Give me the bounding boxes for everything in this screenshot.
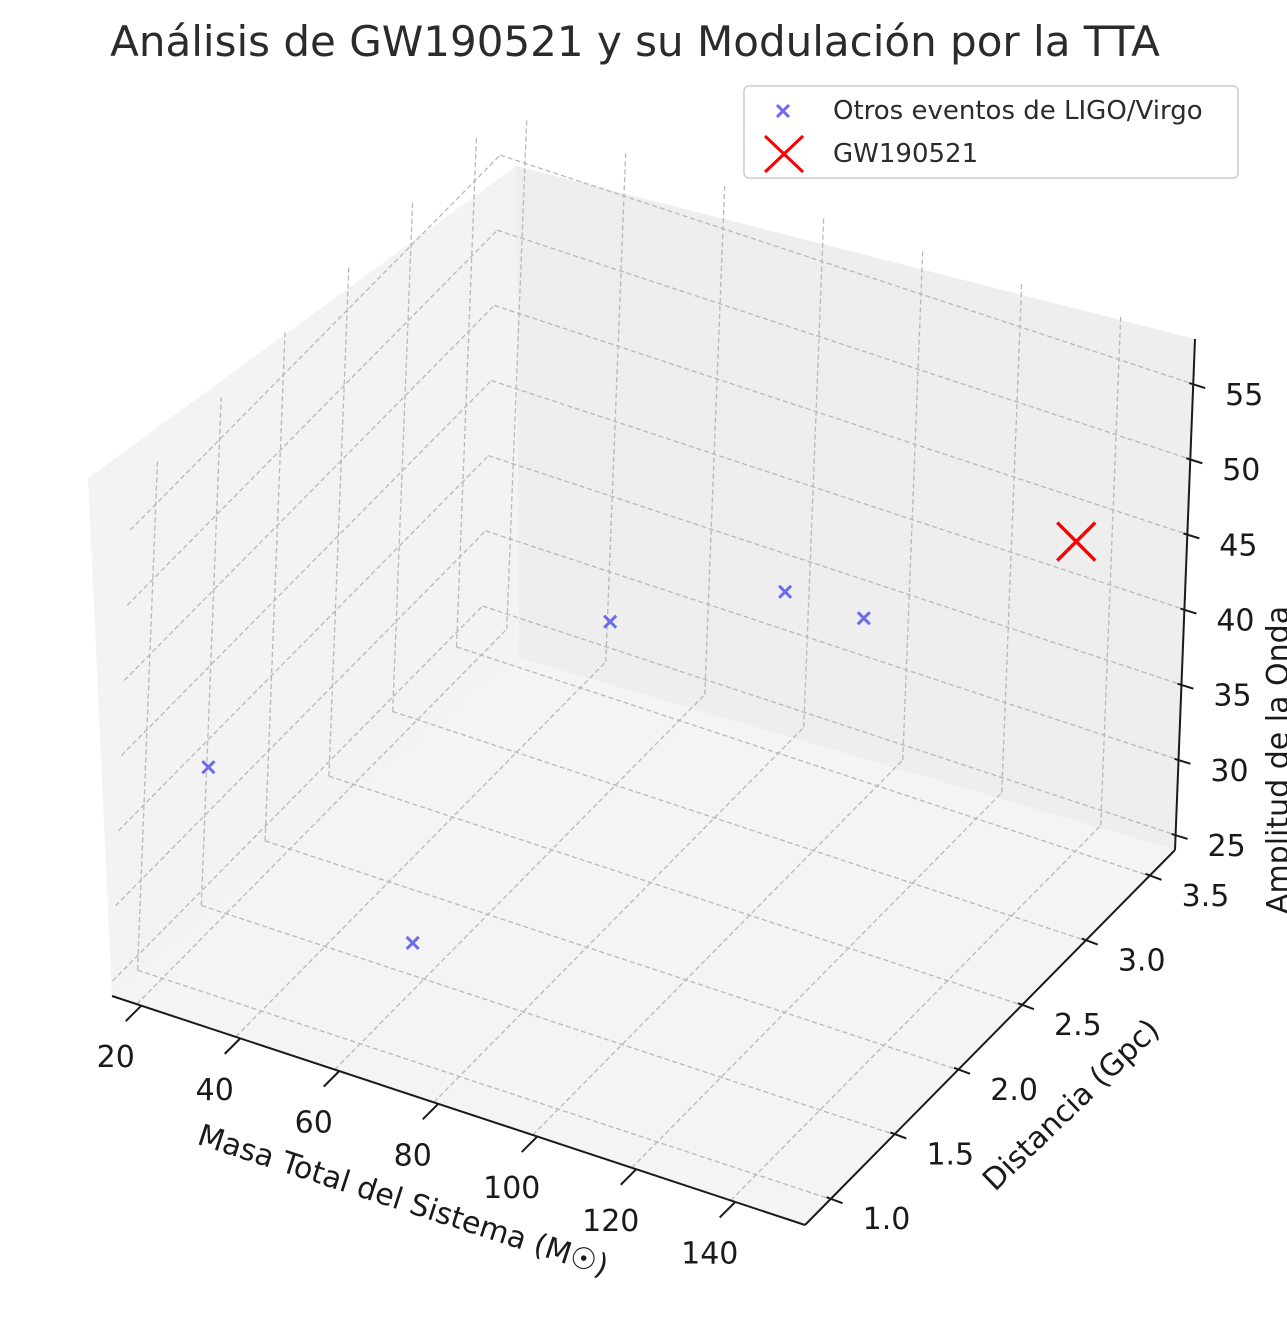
legend-marker-others bbox=[775, 103, 791, 119]
legend-label-others: Otros eventos de LIGO/Virgo bbox=[833, 96, 1203, 126]
x-tick-label: 80 bbox=[394, 1138, 432, 1173]
gridline-z-back bbox=[488, 455, 1182, 686]
y-tick-mark bbox=[889, 1131, 907, 1140]
gridline-z-back bbox=[497, 229, 1191, 460]
z-tick-label: 25 bbox=[1207, 829, 1245, 864]
z-tick-label: 35 bbox=[1213, 679, 1251, 714]
gridline-y-left bbox=[455, 135, 478, 647]
gridline-z-back bbox=[485, 530, 1179, 761]
z-tick-mark bbox=[1188, 382, 1206, 390]
gridline-y-floor bbox=[392, 710, 1086, 942]
z-tick-label: 50 bbox=[1222, 453, 1260, 488]
legend-box bbox=[743, 85, 1239, 179]
y-tick-mark bbox=[1081, 937, 1099, 946]
gridline-z-back bbox=[482, 605, 1176, 836]
gridline-y-left bbox=[200, 394, 222, 906]
point-otros-eventos bbox=[201, 760, 216, 775]
x-tick-mark bbox=[521, 1136, 538, 1153]
z-tick-mark bbox=[1180, 607, 1197, 615]
gridline-x-back bbox=[605, 150, 627, 662]
gridline-y-floor bbox=[328, 775, 1023, 1006]
gridline-y-left bbox=[392, 200, 414, 712]
gridline-x-back bbox=[704, 183, 726, 695]
gridline-z-back bbox=[491, 379, 1185, 611]
y-tick-label: 3.0 bbox=[1118, 944, 1166, 979]
gridline-x-back bbox=[1100, 314, 1122, 826]
panes bbox=[88, 166, 1195, 1225]
x-tick-label: 100 bbox=[483, 1171, 540, 1206]
z-axis-label: Amplitud de la Onda bbox=[1261, 606, 1287, 914]
y-tick-label: 1.0 bbox=[863, 1202, 911, 1237]
x-tick-mark bbox=[125, 1005, 142, 1022]
gridline-x-back bbox=[902, 249, 924, 761]
gridline-y-left bbox=[328, 265, 350, 777]
x-tick-mark bbox=[323, 1070, 340, 1088]
gridline-y-floor bbox=[137, 969, 831, 1200]
point-otros-eventos bbox=[856, 611, 871, 626]
x-tick-label: 60 bbox=[295, 1106, 333, 1141]
y-tick-mark bbox=[1017, 1002, 1035, 1011]
ticks: 20 40 60 80 100 120 140 1.0 1.5 2.0 2.5 3.0 3.5 25 30 3… bbox=[97, 378, 1264, 1271]
point-otros-eventos bbox=[405, 935, 420, 951]
x-tick-mark bbox=[620, 1169, 637, 1186]
x-tick-label: 40 bbox=[196, 1073, 234, 1108]
gridline-y-floor bbox=[456, 646, 1150, 877]
x-tick-label: 120 bbox=[582, 1204, 639, 1239]
y-tick-label: 2.5 bbox=[1054, 1008, 1102, 1043]
y-axis-line bbox=[804, 849, 1176, 1226]
z-tick-label: 45 bbox=[1219, 528, 1257, 563]
z-tick-label: 55 bbox=[1225, 378, 1263, 413]
z-tick-mark bbox=[1177, 682, 1194, 690]
z-tick-mark bbox=[1183, 532, 1200, 540]
gridline-x-back bbox=[1001, 281, 1023, 793]
gridline-y-left bbox=[264, 329, 286, 841]
legend-label-gw190521: GW190521 bbox=[833, 139, 978, 169]
point-gw190521 bbox=[1055, 521, 1097, 562]
gridline-y-left bbox=[136, 459, 159, 971]
back-pane bbox=[516, 166, 1195, 850]
z-axis-line bbox=[1174, 338, 1196, 851]
gridline-y-floor bbox=[264, 840, 959, 1071]
legend-marker-gw190521 bbox=[763, 134, 805, 174]
x-axis-line bbox=[111, 995, 806, 1226]
y-tick-mark bbox=[953, 1066, 971, 1075]
z-tick-mark bbox=[1171, 833, 1188, 840]
gridline-z-back bbox=[494, 304, 1188, 535]
data-points bbox=[201, 521, 1097, 951]
x-tick-mark bbox=[224, 1038, 241, 1055]
y-tick-mark bbox=[1145, 872, 1162, 881]
z-tick-mark bbox=[1185, 457, 1203, 465]
x-tick-label: 20 bbox=[97, 1040, 135, 1075]
gridline-y-floor bbox=[201, 904, 895, 1136]
legend: Otros eventos de LIGO/Virgo GW190521 bbox=[743, 85, 1239, 179]
y-tick-mark bbox=[826, 1196, 843, 1205]
x-tick-mark bbox=[719, 1201, 736, 1219]
gridline-x-back bbox=[803, 216, 825, 728]
x-tick-label: 140 bbox=[681, 1236, 738, 1271]
gridline-z-back bbox=[500, 154, 1194, 385]
y-tick-label: 3.5 bbox=[1182, 879, 1230, 914]
z-tick-mark bbox=[1174, 757, 1191, 765]
y-tick-label: 1.5 bbox=[926, 1137, 974, 1172]
x-tick-mark bbox=[422, 1103, 439, 1121]
left-pane bbox=[88, 166, 519, 996]
gridlines bbox=[112, 118, 1194, 1201]
z-tick-label: 30 bbox=[1210, 754, 1248, 789]
axes bbox=[111, 338, 1196, 1226]
y-tick-label: 2.0 bbox=[990, 1073, 1038, 1108]
z-tick-label: 40 bbox=[1216, 604, 1254, 639]
chart-title: Análisis de GW190521 y su Modulación por… bbox=[110, 17, 1160, 66]
point-otros-eventos bbox=[778, 584, 793, 599]
gridline-x-back bbox=[506, 118, 528, 630]
point-otros-eventos bbox=[603, 614, 618, 629]
